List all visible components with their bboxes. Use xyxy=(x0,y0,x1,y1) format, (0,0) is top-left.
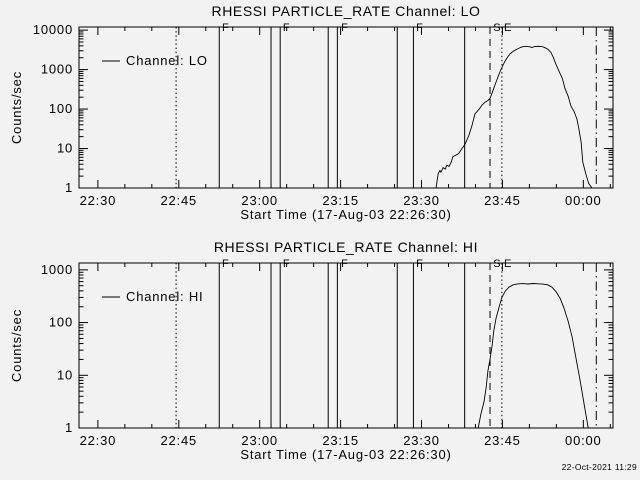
y-tick-label: 1000 xyxy=(41,262,73,277)
event-flag-label: S xyxy=(493,22,500,34)
x-tick-label: 23:45 xyxy=(484,193,521,208)
legend-label: Channel: LO xyxy=(126,53,208,68)
x-tick-label: 22:30 xyxy=(80,193,117,208)
legend: Channel: HI xyxy=(102,289,203,304)
creation-timestamp: 22-Oct-2021 11:29 xyxy=(561,462,637,472)
y-tick-label: 1000 xyxy=(41,62,73,77)
event-markers: FFFFSE xyxy=(175,22,597,188)
event-flag-label: F xyxy=(222,22,229,34)
event-flag-label: S xyxy=(493,258,500,270)
data-curve-lo xyxy=(435,45,593,189)
event-flag-label: F xyxy=(416,22,423,34)
x-tick-label: 23:45 xyxy=(484,433,521,448)
legend: Channel: LO xyxy=(102,53,208,68)
x-axis: 22:30 22:45 23:00 23:15 23:30 23:45 00:00 xyxy=(80,27,611,208)
x-tick-label: 00:00 xyxy=(565,433,602,448)
x-axis-label: Start Time (17-Aug-03 22:26:30) xyxy=(240,207,451,222)
y-tick-label: 10 xyxy=(57,141,73,156)
x-tick-label: 23:00 xyxy=(241,193,278,208)
legend-label: Channel: HI xyxy=(126,289,203,304)
data-curve-hi xyxy=(477,283,589,429)
y-tick-label: 100 xyxy=(49,101,73,116)
panel-title: RHESSI PARTICLE_RATE Channel: LO xyxy=(212,3,481,19)
event-flag-label: F xyxy=(222,258,229,270)
y-tick-label: 100 xyxy=(49,315,73,330)
x-tick-label: 22:45 xyxy=(161,433,198,448)
x-tick-label: 23:15 xyxy=(322,193,359,208)
event-flag-label: E xyxy=(504,258,511,270)
x-axis: 22:30 22:45 23:00 23:15 23:30 23:45 00:00 xyxy=(80,263,611,448)
x-axis-label: Start Time (17-Aug-03 22:26:30) xyxy=(240,447,451,462)
event-flag-label: F xyxy=(416,258,423,270)
y-axis: 1 10 100 1000 xyxy=(41,262,613,435)
x-tick-label: 23:30 xyxy=(403,193,440,208)
x-tick-label: 22:30 xyxy=(80,433,117,448)
y-tick-label: 10 xyxy=(57,367,73,382)
x-tick-label: 00:00 xyxy=(565,193,602,208)
event-flag-label: F xyxy=(341,22,348,34)
event-flag-label: F xyxy=(341,258,348,270)
panel-hi: FFFFSE22:3022:4523:0023:1523:3023:4500:0… xyxy=(9,239,614,462)
y-tick-label: 10000 xyxy=(33,22,73,37)
x-tick-label: 23:30 xyxy=(403,433,440,448)
x-tick-label: 23:00 xyxy=(241,433,278,448)
panel-title: RHESSI PARTICLE_RATE Channel: HI xyxy=(214,239,478,255)
x-tick-label: 23:15 xyxy=(322,433,359,448)
event-flag-label: E xyxy=(504,22,511,34)
y-axis-label: Counts/sec xyxy=(9,71,24,144)
plot-box-outline xyxy=(78,262,614,429)
y-axis: 1 10 100 1000 10000 xyxy=(33,22,613,195)
y-tick-label: 1 xyxy=(65,420,73,435)
y-axis-label: Counts/sec xyxy=(9,309,24,382)
y-tick-label: 1 xyxy=(65,180,73,195)
plot-box-outline xyxy=(78,26,614,189)
panel-lo: FFFFSE22:3022:4523:0023:1523:3023:4500:0… xyxy=(9,3,614,222)
x-tick-label: 22:45 xyxy=(161,193,198,208)
